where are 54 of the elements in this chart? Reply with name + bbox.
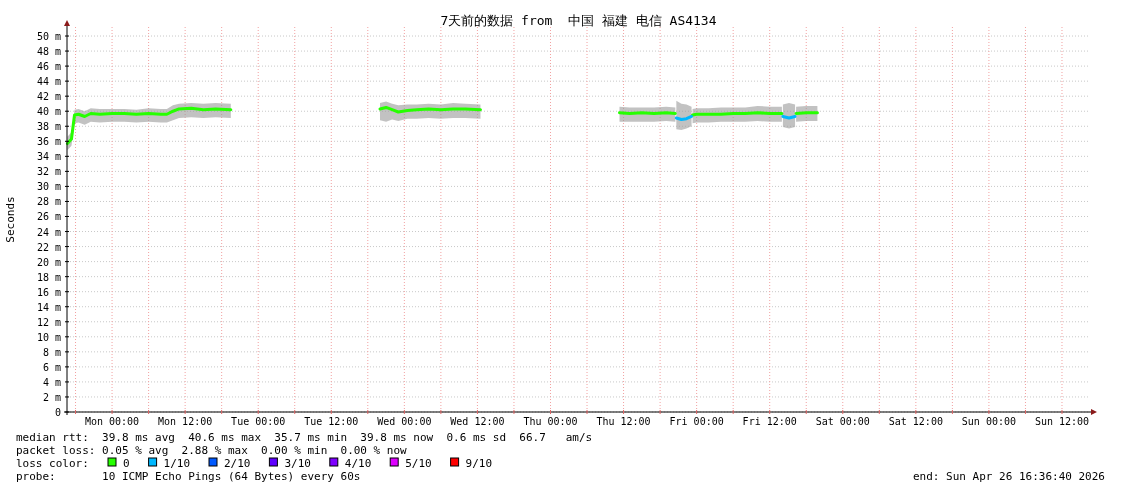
x-tick-label: Thu 00:00 [523,416,578,427]
y-tick-label: 38 m [36,121,61,133]
legend-title: loss color: [16,457,89,470]
legend-label: 4/10 [344,457,372,470]
y-tick-label: 46 m [36,61,61,73]
x-tick-label: Fri 12:00 [742,416,797,427]
x-tick-label: Mon 12:00 [158,416,213,427]
y-tick-label: 32 m [36,166,61,178]
x-tick-label: Tue 00:00 [231,416,286,427]
chart-title: 7天前的数据 from 中国 福建 电信 AS4134 [440,13,717,28]
y-tick-label: 12 m [36,316,61,328]
y-tick-label: 26 m [36,211,61,223]
x-tick-label: Mon 00:00 [84,416,140,427]
text: end: Sun Apr 26 16:36:40 2026 [912,470,1105,483]
y-tick-label: 22 m [36,241,61,253]
legend-label: 2/10 [224,457,251,470]
x-tick-label: Wed 00:00 [377,416,432,427]
y-tick-label: 44 m [36,76,61,88]
y-tick-label: 14 m [36,301,61,313]
y-tick-label: 40 m [36,106,61,118]
text: probe: 10 ICMP Echo Pings (64 Bytes) every 60s [16,470,361,483]
x-tick-label: Sun 12:00 [1034,416,1090,427]
text: median rtt: 39.8 ms avg 40.6 ms max 35.7 ms min 39.8 ms now 0.6 ms sd 66.7 am/s [16,431,593,444]
x-tick-label: Sun 00:00 [961,416,1017,427]
legend-label: 3/10 [284,457,311,470]
y-tick-label: 0 [54,407,61,418]
y-tick-label: 18 m [36,271,61,283]
y-tick-label: 10 m [36,331,61,343]
y-tick-label: 6 m [42,361,61,373]
y-tick-label: 48 m [36,46,61,58]
x-tick-label: Thu 12:00 [596,416,651,427]
x-tick-label: Fri 00:00 [669,416,724,427]
x-tick-label: Sat 00:00 [815,416,870,427]
y-tick-label: 30 m [36,181,61,193]
x-tick-label: Sat 12:00 [888,416,943,427]
y-tick-label: 42 m [36,91,61,103]
text: packet loss: 0.05 % avg 2.88 % max 0.00 % min 0.00 % now [16,444,408,457]
y-tick-label: 20 m [36,256,61,268]
y-tick-label: 16 m [36,286,61,298]
y-tick-label: 8 m [42,346,61,358]
y-tick-label: 2 m [42,391,61,403]
legend-label: 9/10 [465,457,493,470]
x-tick-label: Tue 12:00 [304,416,359,427]
y-tick-label: 50 m [36,31,61,43]
y-axis-title: Seconds [4,196,17,243]
x-tick-label: Wed 12:00 [450,416,505,427]
y-tick-label: 34 m [36,151,61,163]
y-tick-label: 24 m [36,226,61,238]
legend-label: 5/10 [405,457,432,470]
legend-label: 1/10 [163,457,191,470]
y-tick-label: 4 m [42,376,61,388]
y-tick-label: 36 m [36,136,61,148]
legend-label: 0 [123,457,130,470]
y-tick-label: 28 m [36,196,61,208]
